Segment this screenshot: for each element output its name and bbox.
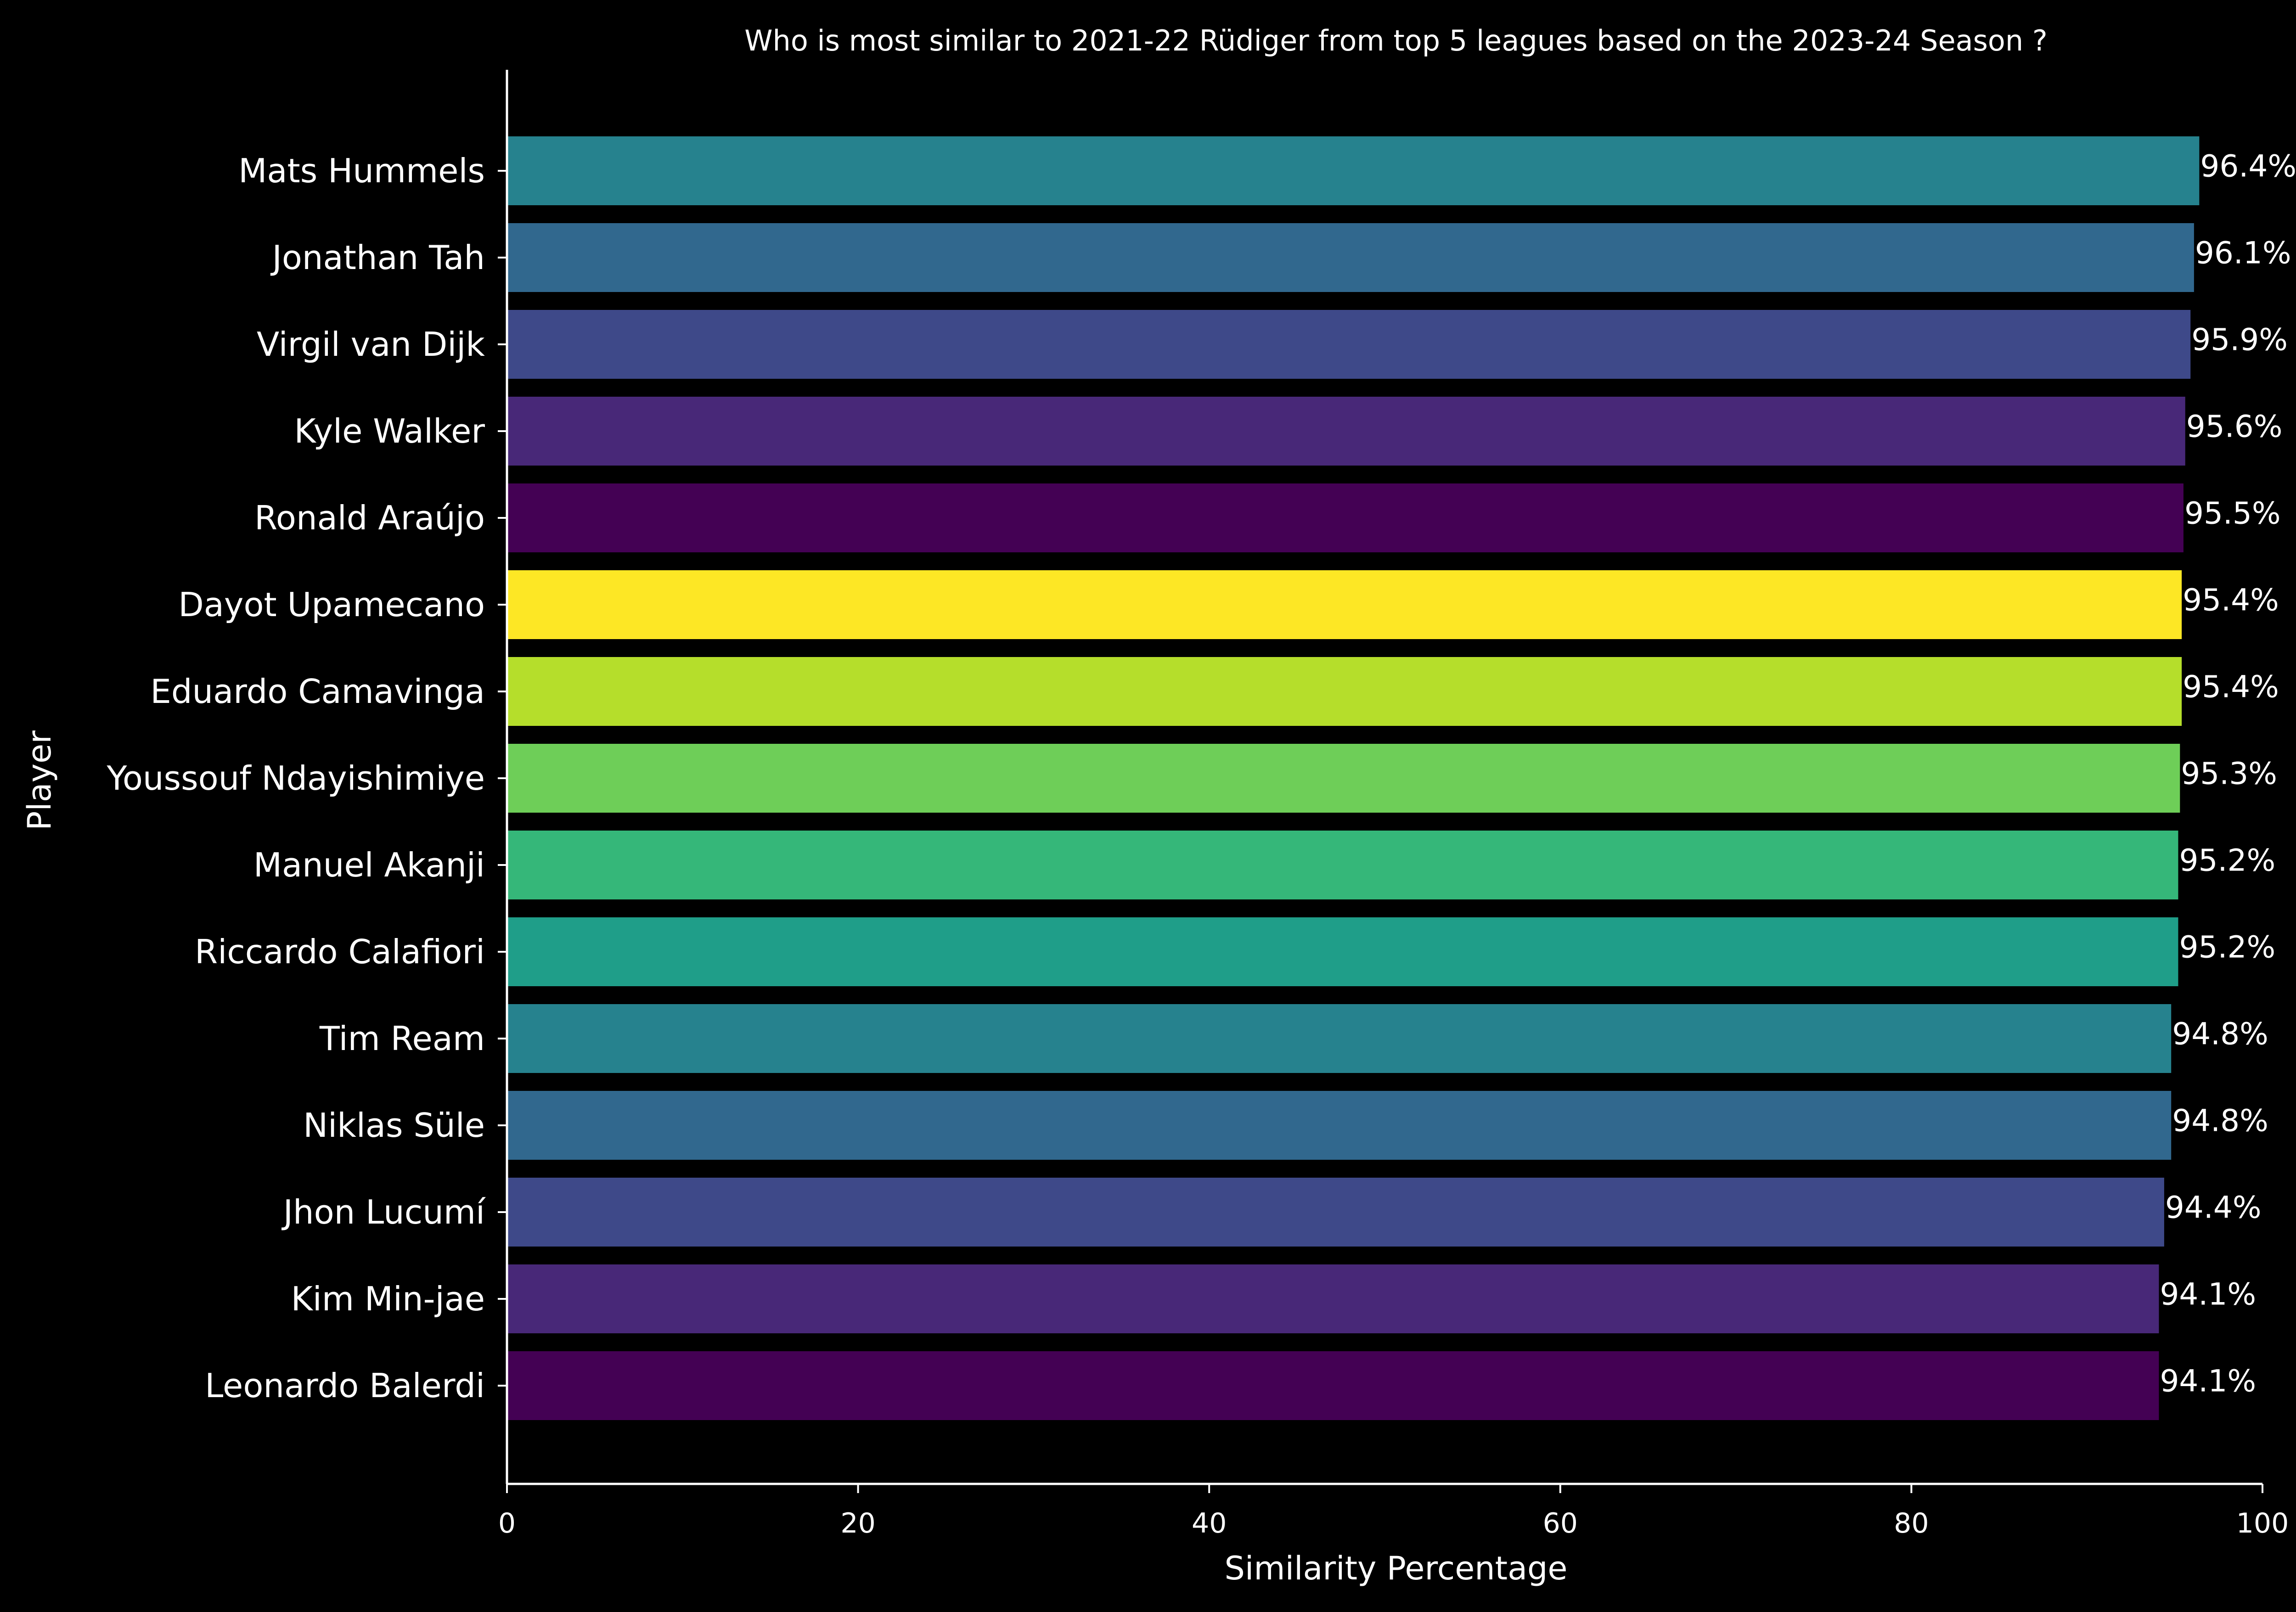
bar-13: [507, 1178, 2164, 1247]
bar-11: [507, 1004, 2172, 1073]
chart-title: Who is most similar to 2021-22 Rüdiger f…: [744, 24, 2048, 57]
value-label-8: 95.3%: [2181, 756, 2277, 792]
x-tick-label-60: 60: [1543, 1507, 1578, 1539]
bar-3: [507, 310, 2191, 379]
x-tick-label-40: 40: [1192, 1507, 1227, 1539]
category-label-13: Jhon Lucumí: [281, 1193, 486, 1231]
x-tick-label-80: 80: [1894, 1507, 1929, 1539]
category-label-12: Niklas Süle: [303, 1106, 485, 1145]
bar-10: [507, 917, 2178, 986]
x-ticks-layer: 0 20 40 60 80 100: [498, 1484, 2289, 1539]
value-label-6: 95.4%: [2183, 583, 2279, 618]
bar-15: [507, 1351, 2159, 1420]
category-label-10: Riccardo Calafiori: [195, 932, 485, 971]
y-axis-label: Player: [21, 730, 58, 831]
value-label-13: 94.4%: [2165, 1190, 2262, 1225]
value-label-15: 94.1%: [2160, 1364, 2256, 1399]
x-tick-label-0: 0: [498, 1507, 516, 1539]
bar-4: [507, 397, 2185, 466]
bar-8: [507, 744, 2180, 813]
value-label-5: 95.5%: [2184, 496, 2281, 531]
category-label-4: Kyle Walker: [294, 412, 485, 450]
value-label-3: 95.9%: [2191, 322, 2288, 358]
bar-5: [507, 483, 2183, 552]
category-label-9: Manuel Akanji: [253, 846, 485, 884]
labels-layer: Mats Hummels 96.4% Jonathan Tah 96.1% Virgil…: [106, 149, 2296, 1405]
x-tick-label-20: 20: [840, 1507, 875, 1539]
category-label-8: Youssouf Ndayishimiye: [106, 759, 485, 798]
value-label-12: 94.8%: [2172, 1103, 2268, 1139]
bar-12: [507, 1091, 2172, 1160]
bar-7: [507, 657, 2182, 726]
value-label-11: 94.8%: [2172, 1017, 2268, 1052]
category-label-3: Virgil van Dijk: [257, 325, 485, 364]
category-label-1: Mats Hummels: [238, 152, 485, 190]
category-label-2: Jonathan Tah: [270, 238, 485, 277]
bar-6: [507, 570, 2182, 639]
bar-2: [507, 223, 2194, 292]
category-label-14: Kim Min-jae: [291, 1280, 485, 1318]
category-label-11: Tim Ream: [319, 1019, 485, 1058]
x-tick-label-100: 100: [2236, 1507, 2289, 1539]
category-label-7: Eduardo Camavinga: [150, 672, 485, 711]
bar-9: [507, 831, 2178, 899]
value-label-10: 95.2%: [2179, 930, 2275, 965]
value-label-4: 95.6%: [2186, 409, 2283, 444]
axes-layer: [506, 70, 2262, 1485]
value-label-1: 96.4%: [2200, 149, 2296, 184]
value-label-14: 94.1%: [2160, 1277, 2256, 1312]
bar-14: [507, 1264, 2159, 1333]
category-label-15: Leonardo Balerdi: [205, 1366, 485, 1405]
bar-1: [507, 136, 2200, 205]
value-label-9: 95.2%: [2179, 843, 2275, 878]
category-label-5: Ronald Araújo: [254, 499, 485, 537]
x-axis-label: Similarity Percentage: [1225, 1550, 1568, 1587]
category-label-6: Dayot Upamecano: [178, 585, 485, 624]
value-label-2: 96.1%: [2195, 236, 2291, 271]
bars-layer: [507, 136, 2200, 1420]
value-label-7: 95.4%: [2183, 669, 2279, 705]
